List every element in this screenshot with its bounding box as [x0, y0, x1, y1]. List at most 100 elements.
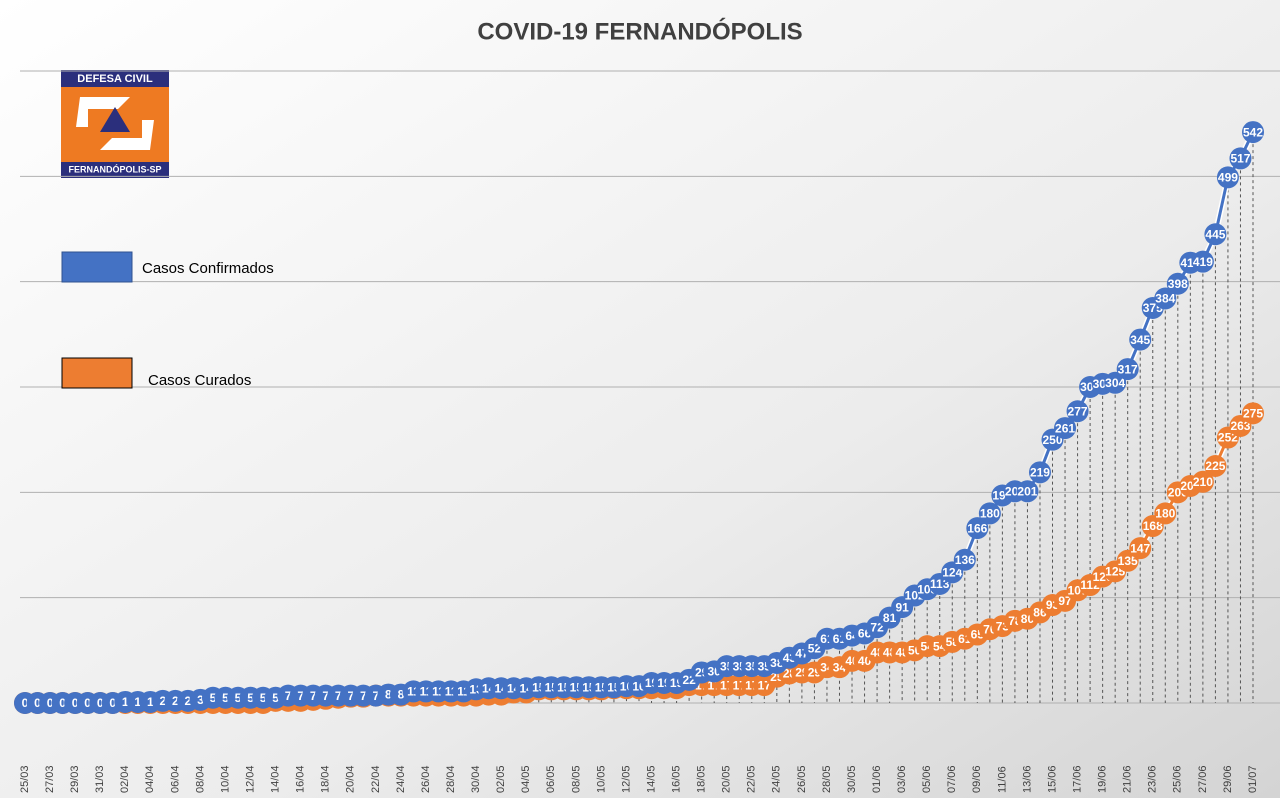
- data-label: 517: [1230, 152, 1250, 166]
- point: [1242, 121, 1264, 144]
- data-label: 166: [967, 521, 987, 535]
- data-label: 81: [883, 611, 897, 625]
- logo-triangle: [100, 107, 130, 132]
- data-label: 445: [1205, 227, 1225, 241]
- data-label: 5: [222, 691, 229, 705]
- data-label: 219: [1030, 465, 1050, 479]
- data-label: 8: [385, 688, 392, 702]
- x-tick-label: 22/04: [370, 765, 382, 793]
- data-label: 7: [322, 689, 329, 703]
- x-tick-label: 25/03: [19, 765, 31, 793]
- logo-text: FERNANDÓPOLIS-SP: [68, 163, 161, 174]
- x-tick-label: 30/04: [470, 765, 482, 793]
- data-label: 7: [373, 689, 380, 703]
- x-tick-label: 13/06: [1021, 765, 1033, 793]
- x-tick-label: 28/04: [445, 765, 457, 793]
- data-label: 180: [1155, 507, 1175, 521]
- x-tick-label: 01/07: [1247, 765, 1259, 793]
- data-label: 2: [185, 694, 192, 708]
- x-tick-label: 14/05: [645, 765, 657, 793]
- data-label: 1: [134, 695, 141, 709]
- point: [1191, 470, 1214, 493]
- data-label: 5: [247, 691, 254, 705]
- x-tick-label: 24/04: [395, 765, 407, 793]
- data-label: 0: [22, 696, 29, 710]
- data-label: 398: [1168, 277, 1188, 291]
- legend-swatch: [61, 251, 133, 283]
- data-label: 275: [1243, 407, 1263, 421]
- point: [1066, 400, 1089, 423]
- point: [1028, 461, 1051, 484]
- data-label: 5: [260, 691, 267, 705]
- x-tick-label: 06/04: [169, 765, 181, 793]
- point: [1016, 480, 1039, 503]
- x-tick-label: 18/04: [320, 765, 332, 793]
- x-tick-label: 23/06: [1147, 765, 1159, 793]
- x-tick-label: 20/04: [345, 765, 357, 793]
- logo-band: [61, 70, 169, 87]
- data-label: 7: [347, 689, 354, 703]
- x-tick-label: 26/04: [420, 765, 432, 793]
- data-label: 263: [1230, 419, 1250, 433]
- data-label: 5: [210, 691, 217, 705]
- data-label: 7: [297, 689, 304, 703]
- point: [978, 502, 1001, 525]
- point: [1191, 250, 1214, 273]
- x-tick-label: 12/05: [620, 765, 632, 793]
- data-label: 210: [1193, 475, 1213, 489]
- legend-swatch: [61, 357, 133, 389]
- x-tick-label: 31/03: [94, 765, 106, 793]
- point: [1229, 147, 1252, 170]
- x-tick-label: 05/06: [921, 765, 933, 793]
- data-label: 0: [72, 696, 79, 710]
- data-label: 419: [1193, 255, 1213, 269]
- data-label: 0: [59, 696, 66, 710]
- data-label: 0: [109, 696, 116, 710]
- x-tick-label: 20/05: [721, 765, 733, 793]
- x-tick-label: 12/04: [244, 765, 256, 793]
- data-label: 147: [1130, 541, 1150, 555]
- data-label: 317: [1118, 362, 1138, 376]
- x-tick-label: 11/06: [996, 766, 1008, 793]
- data-label: 5: [235, 691, 242, 705]
- data-label: 250: [1042, 433, 1062, 447]
- data-label: 499: [1218, 171, 1238, 185]
- x-tick-label: 24/05: [771, 765, 783, 793]
- point: [1166, 272, 1189, 295]
- data-label: 261: [1055, 421, 1075, 435]
- legend-label: Casos Confirmados: [142, 260, 274, 277]
- x-tick-label: 04/04: [144, 765, 156, 793]
- data-label: 2: [159, 694, 166, 708]
- logo-text: DEFESA CIVIL: [77, 73, 153, 85]
- x-tick-label: 08/05: [570, 765, 582, 793]
- data-label: 277: [1068, 404, 1088, 418]
- legend-label: Casos Curados: [148, 372, 251, 389]
- logo-band: [61, 162, 169, 178]
- point: [953, 548, 976, 571]
- data-label: 7: [310, 689, 317, 703]
- x-tick-label: 29/06: [1222, 765, 1234, 793]
- data-label: 5: [272, 691, 279, 705]
- point: [1242, 402, 1264, 425]
- data-label: 542: [1243, 125, 1263, 139]
- logo: DEFESA CIVIL FERNANDÓPOLIS-SP: [61, 70, 169, 178]
- data-label: 3: [197, 693, 204, 707]
- x-tick-label: 02/05: [495, 765, 507, 793]
- x-tick-label: 28/05: [821, 765, 833, 793]
- x-tick-label: 09/06: [971, 765, 983, 793]
- data-label: 2: [172, 694, 179, 708]
- x-tick-label: 19/06: [1097, 765, 1109, 793]
- x-tick-label: 10/04: [219, 765, 231, 793]
- data-label: 0: [84, 696, 91, 710]
- x-tick-label: 07/06: [946, 765, 958, 793]
- x-tick-label: 18/05: [696, 765, 708, 793]
- data-label: 345: [1130, 333, 1150, 347]
- point: [1204, 223, 1227, 246]
- data-label: 91: [895, 600, 909, 614]
- x-tick-label: 17/06: [1071, 765, 1083, 793]
- data-label: 225: [1205, 459, 1225, 473]
- data-label: 304: [1105, 376, 1125, 390]
- point: [1054, 417, 1077, 440]
- point: [1216, 166, 1239, 189]
